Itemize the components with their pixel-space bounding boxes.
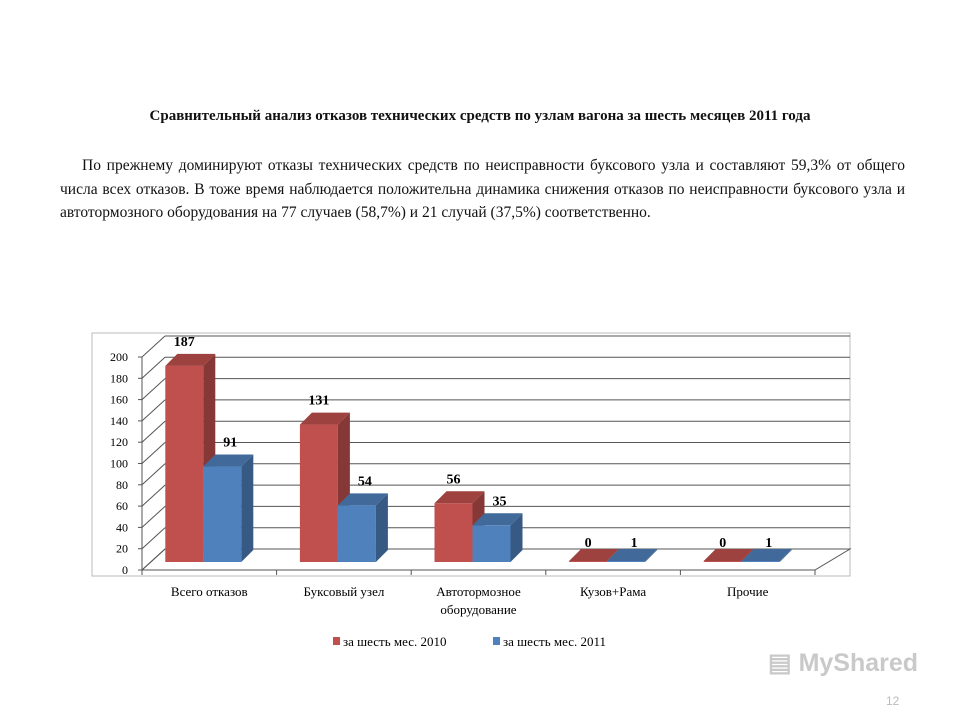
bar-top: [472, 513, 523, 526]
bar: [472, 513, 523, 562]
data-label: 91: [223, 436, 237, 451]
bar: [741, 548, 792, 562]
bar-side: [375, 493, 388, 562]
data-label: 1: [765, 536, 772, 551]
side-gridline: [141, 356, 166, 379]
bar-top: [337, 493, 388, 506]
y-tick-label: 120: [110, 435, 128, 449]
x-tick-label: оборудование: [440, 602, 516, 617]
legend-swatch: [333, 637, 340, 645]
y-tick-label: 180: [110, 371, 128, 385]
bar-front: [741, 560, 780, 562]
data-label: 0: [585, 536, 592, 551]
bar-front: [337, 505, 376, 562]
bar: [203, 454, 254, 562]
x-tick-label: Кузов+Рама: [580, 584, 646, 599]
side-gridline: [141, 527, 166, 550]
bar-side: [510, 513, 523, 562]
side-gridline: [141, 506, 166, 528]
x-tick-label: Автотормозное: [436, 584, 521, 599]
data-label: 54: [358, 474, 372, 489]
data-label: 35: [493, 494, 507, 509]
bar: [165, 353, 216, 562]
bar: [337, 493, 388, 562]
y-tick-label: 200: [110, 350, 128, 364]
bar-top: [569, 549, 620, 561]
side-gridline: [141, 420, 166, 443]
bar-front: [165, 365, 204, 562]
bar-front: [203, 466, 242, 562]
bar: [607, 548, 658, 562]
y-tick-label: 0: [122, 563, 128, 577]
bar-top: [165, 353, 216, 366]
y-tick-label: 40: [116, 520, 128, 534]
bar-top: [299, 412, 350, 425]
side-gridline: [141, 484, 166, 507]
data-label: 56: [447, 472, 461, 487]
data-label: 131: [308, 394, 329, 409]
side-gridline: [141, 399, 166, 422]
bar-front: [607, 560, 646, 562]
y-tick-label: 20: [116, 542, 128, 556]
legend-label: за шесть мес. 2010: [343, 634, 446, 649]
bar-front: [703, 561, 742, 562]
page-number: 12: [886, 694, 900, 708]
x-tick-label: Прочие: [727, 584, 769, 599]
bar-top: [607, 548, 658, 561]
bar-front: [434, 503, 473, 562]
bar-front: [472, 525, 511, 562]
data-label: 1: [631, 536, 638, 551]
bar-front: [299, 424, 338, 562]
y-tick-label: 80: [116, 478, 128, 492]
side-gridline: [141, 378, 166, 400]
bar-top: [741, 548, 792, 561]
side-gridline: [141, 442, 166, 464]
data-label: 0: [719, 536, 726, 551]
legend-swatch: [493, 637, 500, 645]
bar-top: [703, 549, 754, 561]
watermark-logo: ▤ MyShared: [768, 649, 919, 677]
bar-side: [241, 454, 254, 562]
bar-top: [434, 491, 485, 504]
y-tick-label: 60: [116, 499, 128, 513]
floor: [140, 548, 852, 571]
x-tick-label: Всего отказов: [171, 584, 248, 599]
bar-side: [779, 548, 792, 562]
side-gridline: [141, 463, 166, 486]
data-label: 187: [174, 335, 195, 350]
side-gridline: [141, 335, 166, 358]
y-tick-label: 160: [110, 393, 128, 407]
bar-front: [569, 561, 608, 562]
bar-top: [203, 454, 254, 467]
x-tick-label: Буксовый узел: [303, 584, 384, 599]
plot-frame: [91, 332, 851, 577]
slide-title: Сравнительный анализ отказов технических…: [149, 108, 811, 124]
watermark-text: MyShared: [798, 649, 919, 677]
legend-label: за шесть мес. 2011: [503, 634, 606, 649]
y-tick-label: 100: [110, 457, 128, 471]
slide-paragraph: По прежнему доминируют отказы технически…: [60, 157, 905, 221]
bar-side: [645, 548, 658, 562]
y-tick-label: 140: [110, 414, 128, 428]
